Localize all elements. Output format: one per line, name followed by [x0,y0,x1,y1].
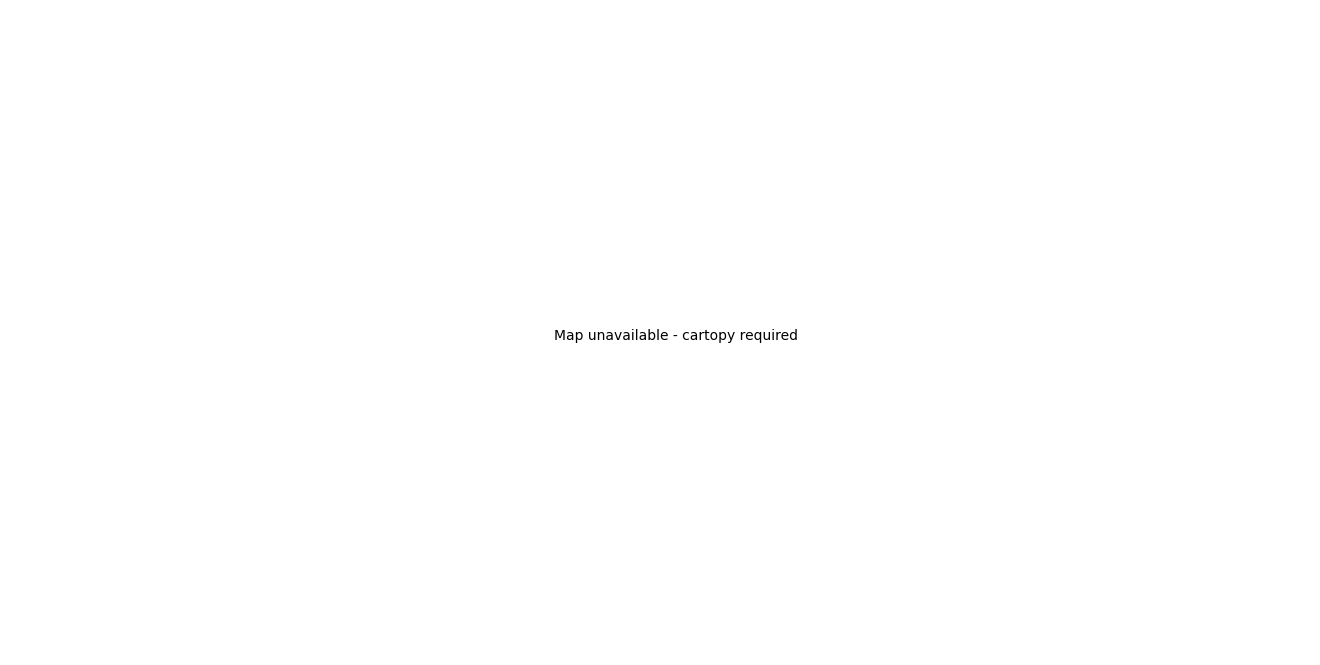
Text: Map unavailable - cartopy required: Map unavailable - cartopy required [554,329,799,343]
